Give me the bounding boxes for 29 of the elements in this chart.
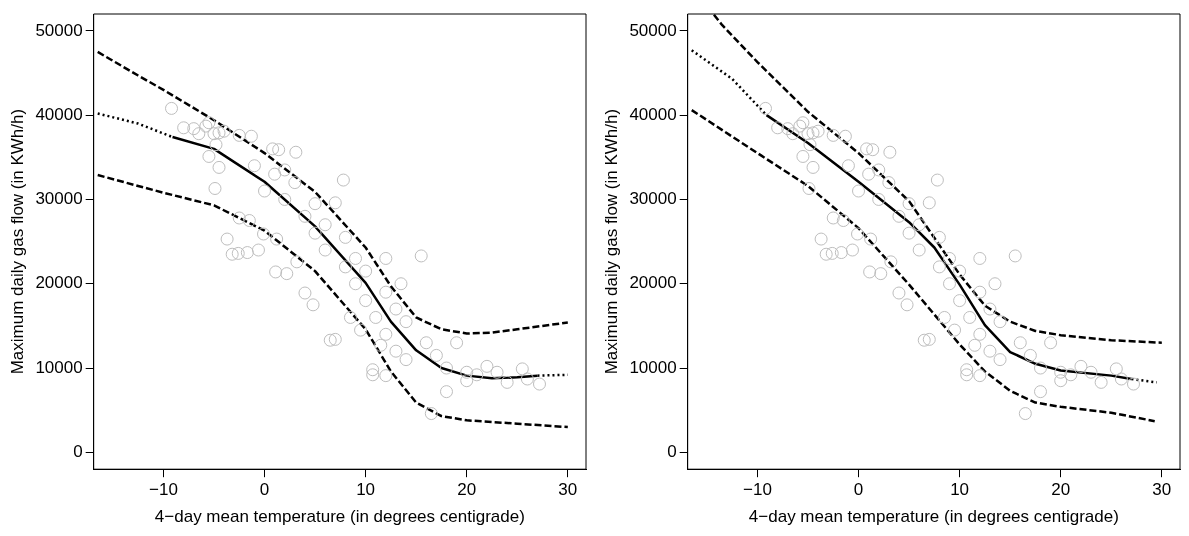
y-tick-label: 0 <box>73 442 83 462</box>
x-tick-label: 20 <box>1051 480 1071 500</box>
x-axis-title: 4−day mean temperature (in degrees centigrade) <box>154 507 525 527</box>
x-tick-label: 30 <box>1152 480 1172 500</box>
x-tick-label: −10 <box>743 480 772 500</box>
x-tick-label: 0 <box>853 480 864 500</box>
y-tick-label: 10000 <box>35 357 83 377</box>
line-series <box>96 173 570 429</box>
x-tick-label: 10 <box>356 480 376 500</box>
line-series <box>96 50 570 335</box>
y-tick-label: 40000 <box>629 104 677 124</box>
y-tick-label: 0 <box>667 442 677 462</box>
x-tick-label: −10 <box>149 480 178 500</box>
y-tick-label: 50000 <box>35 20 83 40</box>
y-tick-label: 20000 <box>35 273 83 293</box>
y-tick-label: 30000 <box>629 189 677 209</box>
y-axis-title: Maximum daily gas flow (in KWh/h) <box>601 108 621 375</box>
y-tick-label: 20000 <box>629 273 677 293</box>
x-tick-label: 20 <box>457 480 477 500</box>
x-tick-label: 30 <box>558 480 578 500</box>
y-tick-label: 30000 <box>35 189 83 209</box>
y-tick-label: 50000 <box>629 20 677 40</box>
line-series <box>690 108 1156 423</box>
x-tick-label: 10 <box>950 480 970 500</box>
y-axis-title: Maximum daily gas flow (in KWh/h) <box>7 108 27 375</box>
y-tick-label: 10000 <box>629 357 677 377</box>
x-tick-label: 0 <box>259 480 270 500</box>
x-axis-title: 4−day mean temperature (in degrees centigrade) <box>748 507 1119 527</box>
y-tick-label: 40000 <box>35 104 83 124</box>
